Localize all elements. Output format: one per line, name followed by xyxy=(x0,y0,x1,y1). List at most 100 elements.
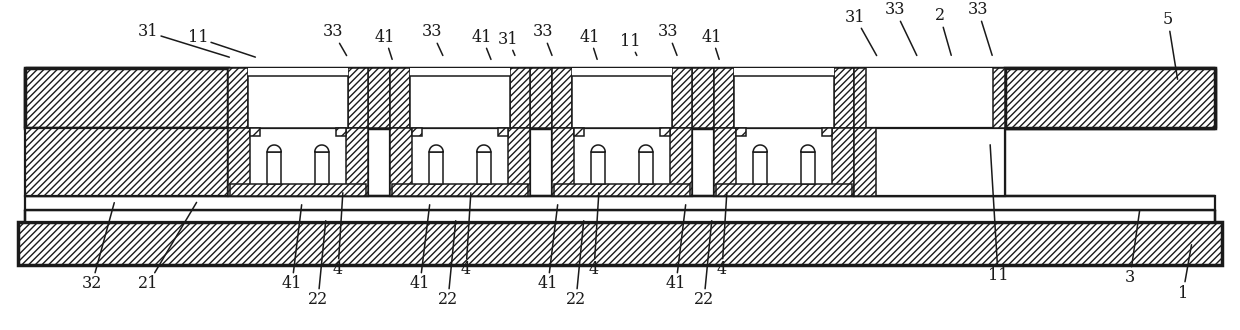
Bar xyxy=(25,210,1215,222)
Bar xyxy=(672,68,692,128)
Text: 2: 2 xyxy=(935,8,951,55)
Text: 1: 1 xyxy=(1178,245,1192,302)
Bar xyxy=(692,68,714,128)
Bar xyxy=(572,68,672,128)
Bar xyxy=(346,128,368,196)
Bar xyxy=(660,128,670,136)
Text: 31: 31 xyxy=(497,30,518,55)
Bar xyxy=(552,68,572,128)
Bar xyxy=(552,128,692,196)
Bar xyxy=(554,184,689,196)
Text: 31: 31 xyxy=(138,23,229,57)
Bar xyxy=(737,128,746,136)
Text: 41: 41 xyxy=(374,28,396,59)
Bar xyxy=(854,68,866,128)
Text: 4: 4 xyxy=(332,193,343,279)
Text: 3: 3 xyxy=(1125,211,1140,286)
Text: 4: 4 xyxy=(461,193,471,279)
Bar xyxy=(670,128,692,196)
Bar xyxy=(510,68,529,128)
Bar xyxy=(410,68,510,128)
Bar xyxy=(248,68,348,128)
Bar xyxy=(832,128,854,196)
Text: 5: 5 xyxy=(1163,12,1178,79)
Bar xyxy=(801,152,815,184)
Bar xyxy=(552,68,692,128)
Text: 41: 41 xyxy=(538,205,558,292)
Bar xyxy=(714,128,854,196)
Bar xyxy=(229,184,366,196)
Text: 33: 33 xyxy=(322,23,347,55)
Bar xyxy=(348,68,368,128)
Polygon shape xyxy=(591,145,605,152)
Bar xyxy=(591,152,605,184)
Text: 4: 4 xyxy=(717,193,727,279)
Bar xyxy=(391,128,529,196)
Bar xyxy=(267,152,281,184)
Text: 33: 33 xyxy=(422,23,443,55)
Bar xyxy=(572,76,672,128)
Text: 21: 21 xyxy=(138,202,197,292)
Text: 41: 41 xyxy=(281,205,303,292)
Text: 41: 41 xyxy=(666,205,686,292)
Bar xyxy=(574,128,584,136)
Bar xyxy=(19,222,1221,265)
Bar xyxy=(228,128,368,196)
Text: 22: 22 xyxy=(308,221,329,309)
Text: 31: 31 xyxy=(844,9,877,55)
Bar xyxy=(552,128,574,196)
Bar xyxy=(228,68,368,128)
Bar xyxy=(315,152,329,184)
Bar xyxy=(368,68,391,128)
Text: 22: 22 xyxy=(694,221,714,309)
Bar xyxy=(228,128,250,196)
Bar xyxy=(391,128,412,196)
Bar xyxy=(1004,68,1215,128)
Text: 22: 22 xyxy=(438,221,458,309)
Text: 33: 33 xyxy=(533,23,553,55)
Bar xyxy=(228,68,248,128)
Bar xyxy=(477,152,491,184)
Bar xyxy=(25,68,228,128)
Bar xyxy=(25,196,1215,210)
Bar xyxy=(410,76,510,128)
Bar xyxy=(753,152,768,184)
Bar xyxy=(508,128,529,196)
Polygon shape xyxy=(267,145,281,152)
Bar xyxy=(529,68,552,128)
Bar xyxy=(429,152,443,184)
Text: 41: 41 xyxy=(702,28,722,59)
Bar xyxy=(714,128,737,196)
Bar xyxy=(392,184,528,196)
Text: 11: 11 xyxy=(187,29,255,57)
Polygon shape xyxy=(429,145,443,152)
Text: 33: 33 xyxy=(657,23,678,55)
Text: 33: 33 xyxy=(967,2,992,55)
Text: 41: 41 xyxy=(580,28,600,59)
Text: 11: 11 xyxy=(988,145,1008,283)
Bar xyxy=(391,68,410,128)
Text: 22: 22 xyxy=(565,221,587,309)
Bar xyxy=(250,128,260,136)
Bar xyxy=(412,128,422,136)
Bar xyxy=(854,128,1004,196)
Text: 32: 32 xyxy=(82,203,114,292)
Bar xyxy=(391,68,529,128)
Bar xyxy=(714,68,734,128)
Polygon shape xyxy=(477,145,491,152)
Text: 41: 41 xyxy=(409,205,430,292)
Bar xyxy=(336,128,346,136)
Bar xyxy=(835,68,854,128)
Bar xyxy=(714,68,854,128)
Bar xyxy=(715,184,852,196)
Polygon shape xyxy=(315,145,329,152)
Bar xyxy=(854,68,1004,128)
Text: 11: 11 xyxy=(620,32,640,55)
Bar xyxy=(822,128,832,136)
Polygon shape xyxy=(801,145,815,152)
Text: 33: 33 xyxy=(885,2,916,55)
Polygon shape xyxy=(639,145,652,152)
Text: 41: 41 xyxy=(471,28,492,59)
Bar xyxy=(498,128,508,136)
Text: 4: 4 xyxy=(589,193,599,279)
